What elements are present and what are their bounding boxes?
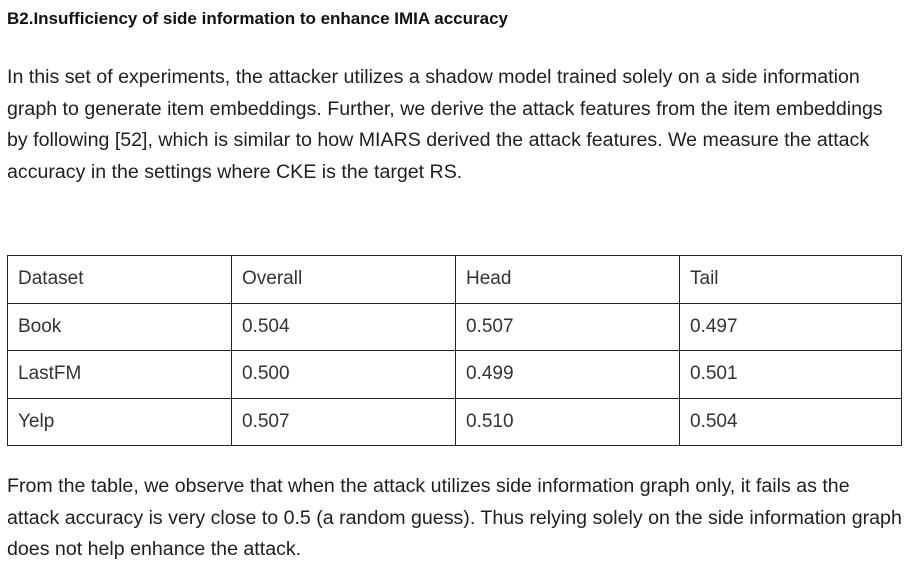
table-cell: 0.507 (231, 397, 456, 446)
header-cell-dataset: Dataset (7, 255, 232, 304)
table-cell: 0.501 (679, 350, 902, 399)
conclusion-paragraph: From the table, we observe that when the… (7, 475, 902, 560)
header-cell-head: Head (455, 255, 680, 304)
table-cell: LastFM (7, 350, 232, 399)
table-row: Book 0.504 0.507 0.497 (7, 302, 902, 351)
header-cell-tail: Tail (679, 255, 902, 304)
table-row: Yelp 0.507 0.510 0.504 (7, 397, 902, 446)
results-table: Dataset Overall Head Tail Book 0.504 0.5… (7, 255, 902, 446)
table-cell: 0.510 (455, 397, 680, 446)
table-cell: 0.504 (231, 302, 456, 351)
table-cell: Book (7, 302, 232, 351)
table-header-row: Dataset Overall Head Tail (7, 255, 902, 304)
table-row: LastFM 0.500 0.499 0.501 (7, 350, 902, 399)
table-cell: 0.500 (231, 350, 456, 399)
header-cell-overall: Overall (231, 255, 456, 304)
table-cell: 0.497 (679, 302, 902, 351)
table-cell: 0.507 (455, 302, 680, 351)
table-cell: 0.499 (455, 350, 680, 399)
section-heading: B2.Insufficiency of side information to … (7, 9, 508, 28)
table-cell: Yelp (7, 397, 232, 446)
table-cell: 0.504 (679, 397, 902, 446)
intro-paragraph: In this set of experiments, the attacker… (7, 66, 883, 183)
